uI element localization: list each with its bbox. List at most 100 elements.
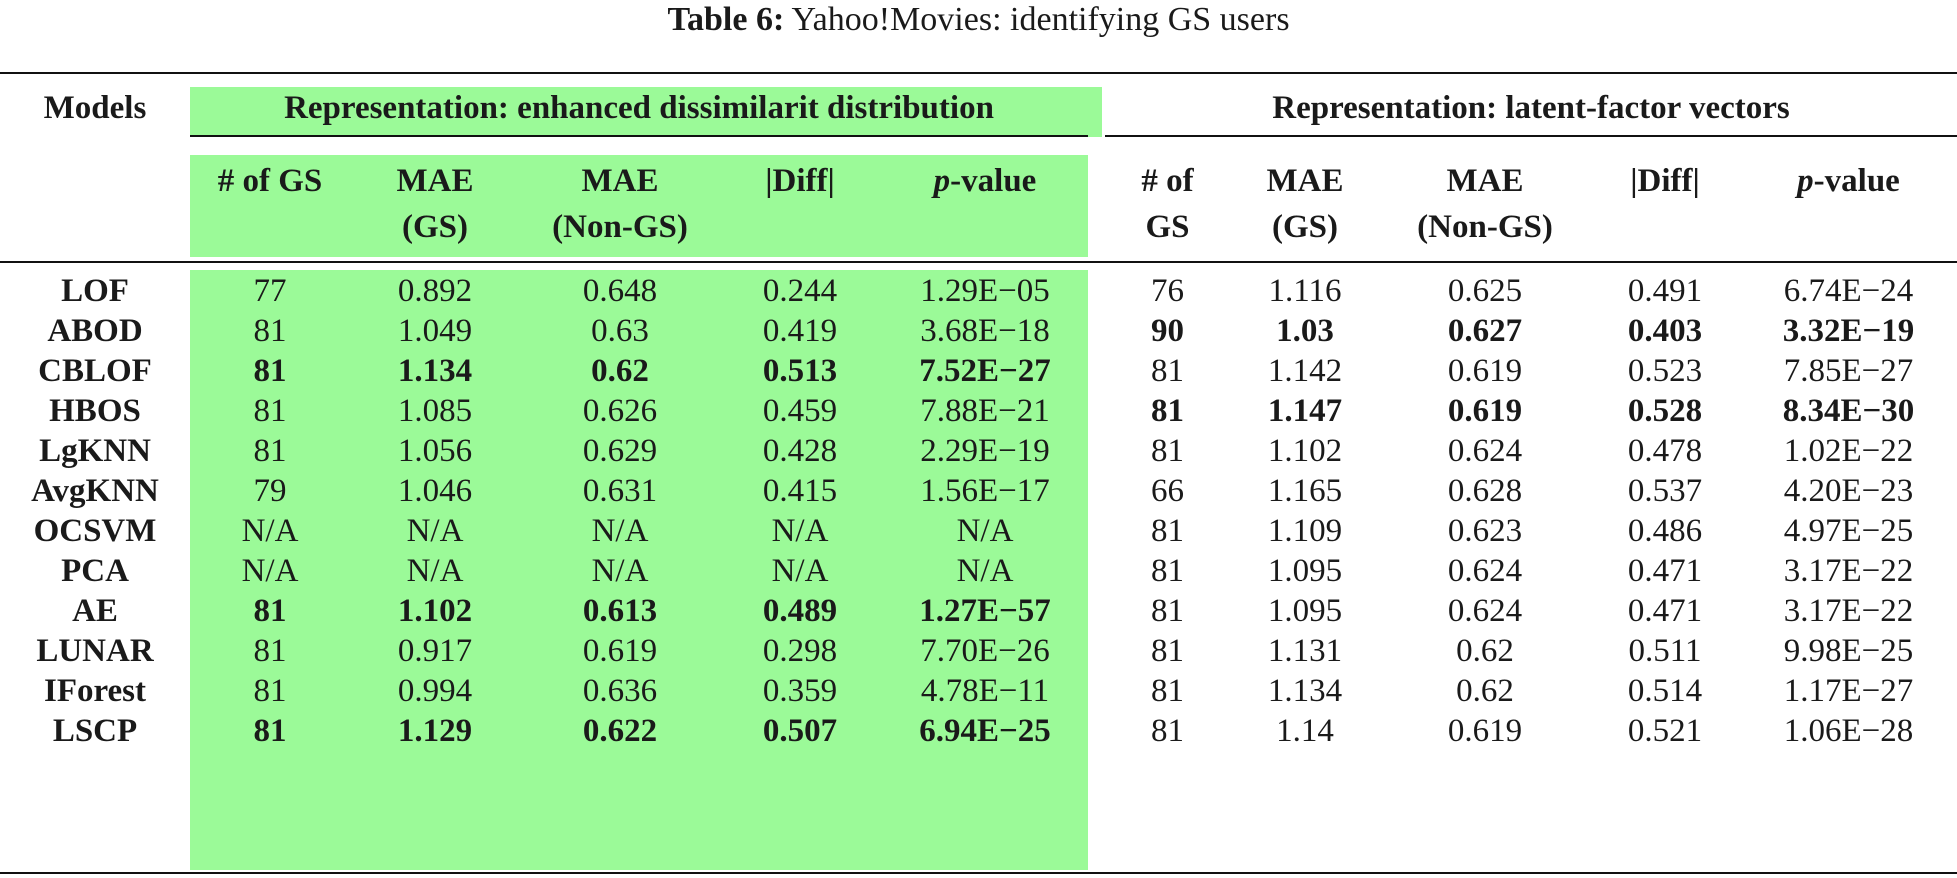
cell-left-2: N/A [591,553,649,589]
table-row: LUNAR 81 0.917 0.619 0.298 7.70E−26 81 1.131 0.6… [0,626,1957,676]
cell-right-4: 3.17E−22 [1783,553,1914,589]
subheader-right-col-0: # of GS [1105,158,1230,250]
cell-right-3: 0.471 [1627,593,1703,629]
model-name: HBOS [49,393,141,429]
cell-left-2: 0.631 [582,473,658,509]
highlight-group-header [190,87,1102,137]
cell-left-1: 1.102 [397,593,473,629]
cell-right-0: 81 [1151,593,1184,629]
cell-right-4: 8.34E−30 [1782,393,1915,429]
cell-left-2: 0.626 [582,393,658,429]
cell-right-1: 1.165 [1267,473,1343,509]
table-row: PCA N/A N/A N/A N/A N/A 81 1.095 0.624 0.471 3.17E… [0,546,1957,596]
cell-left-0: 81 [253,593,287,629]
cell-left-3: 0.489 [762,593,838,629]
cell-left-0: 81 [253,633,287,669]
subheader-suffix: -value [950,163,1037,199]
bottom-rule [0,872,1957,874]
subheader-suffix: -value [1813,163,1900,199]
cell-left-1: N/A [406,513,464,549]
cell-left-0: 77 [253,273,287,309]
subheader-line2: (GS) [1272,209,1338,245]
subheader-line1: MAE [396,163,474,199]
cell-right-1: 1.03 [1276,313,1334,349]
model-name: OCSVM [33,513,157,549]
subheader-line1: # of [1141,163,1194,199]
subheader-italic: p [933,163,951,199]
cell-right-3: 0.478 [1627,433,1703,469]
table-row: ABOD 81 1.049 0.63 0.419 3.68E−18 90 1.03 0.627 0… [0,306,1957,356]
cell-right-1: 1.134 [1267,673,1343,709]
subheader-left-col-0: # of GS [190,158,350,204]
header-group-right: Representation: latent-factor vectors [1272,90,1790,126]
cell-left-0: 81 [253,313,287,349]
table-row: LOF 77 0.892 0.648 0.244 1.29E−05 76 1.116 0.625… [0,266,1957,316]
table-row: AvgKNN 79 1.046 0.631 0.415 1.56E−17 66 1.165 0.… [0,466,1957,516]
cell-left-3: 0.244 [762,273,838,309]
subheader-line1: MAE [1266,163,1344,199]
cell-left-3: N/A [771,513,829,549]
cell-right-2: 0.619 [1447,353,1523,389]
cell-left-1: 1.085 [397,393,473,429]
cell-right-0: 81 [1151,433,1184,469]
cell-left-3: 0.359 [762,673,838,709]
cell-right-4: 7.85E−27 [1783,353,1914,389]
model-name: LOF [61,273,129,309]
cell-right-3: 0.511 [1628,633,1702,669]
cell-right-0: 81 [1151,713,1184,749]
cell-right-4: 1.02E−22 [1783,433,1914,469]
caption-text: Yahoo!Movies: identifying GS users [791,1,1290,38]
cell-right-0: 81 [1151,633,1184,669]
group-left-underline [190,135,1088,137]
caption-label: Table 6: [667,1,785,38]
cell-left-4: 1.56E−17 [920,473,1050,509]
cell-left-4: 7.52E−27 [919,353,1051,389]
subheader-line1: MAE [581,163,659,199]
subheader-left-col-3: |Diff| [720,158,880,204]
subheader-left-col-2: MAE (Non-GS) [520,158,720,250]
subheader-left-col-4: p-value [880,158,1090,204]
cell-right-1: 1.14 [1276,713,1334,749]
cell-right-4: 4.97E−25 [1783,513,1914,549]
header-models: Models [43,90,147,126]
cell-right-2: 0.627 [1447,313,1523,349]
table-row: HBOS 81 1.085 0.626 0.459 7.88E−21 81 1.147 0.61… [0,386,1957,436]
model-name: CBLOF [38,353,152,389]
cell-left-2: 0.636 [582,673,658,709]
subheader-line2: (Non-GS) [552,209,688,245]
cell-left-1: 1.049 [397,313,473,349]
model-name: IForest [43,673,147,709]
cell-left-3: 0.419 [762,313,838,349]
subheader-line2: GS [1145,209,1190,245]
cell-right-2: 0.62 [1456,633,1514,669]
cell-left-4: N/A [956,513,1014,549]
cell-right-0: 81 [1151,673,1184,709]
cell-left-1: 0.994 [397,673,473,709]
cell-right-4: 3.17E−22 [1783,593,1914,629]
cell-right-4: 1.17E−27 [1783,673,1914,709]
cell-right-4: 4.20E−23 [1783,473,1914,509]
cell-right-2: 0.624 [1447,433,1523,469]
subheader-right-col-4: p-value [1740,158,1957,204]
subheader-italic: p [1797,163,1814,199]
cell-right-3: 0.471 [1627,553,1703,589]
header-rule [0,261,1957,263]
cell-left-4: 7.88E−21 [920,393,1050,429]
highlight-subheader [190,155,1088,257]
cell-right-3: 0.514 [1627,673,1703,709]
table-row: AE 81 1.102 0.613 0.489 1.27E−57 81 1.095 0.624 0… [0,586,1957,636]
cell-left-1: 1.046 [397,473,473,509]
highlight-body [190,270,1088,870]
cell-right-3: 0.403 [1627,313,1703,349]
cell-right-2: 0.619 [1447,393,1523,429]
cell-left-0: 81 [253,393,287,429]
cell-left-3: 0.415 [762,473,838,509]
cell-left-1: 0.917 [397,633,473,669]
cell-left-2: 0.613 [582,593,658,629]
cell-left-4: 4.78E−11 [920,673,1050,709]
model-name: ABOD [47,313,143,349]
cell-left-0: N/A [241,513,299,549]
cell-left-0: 79 [253,473,287,509]
subheader-left-col-1: MAE (GS) [350,158,520,250]
model-name: AE [72,593,118,629]
